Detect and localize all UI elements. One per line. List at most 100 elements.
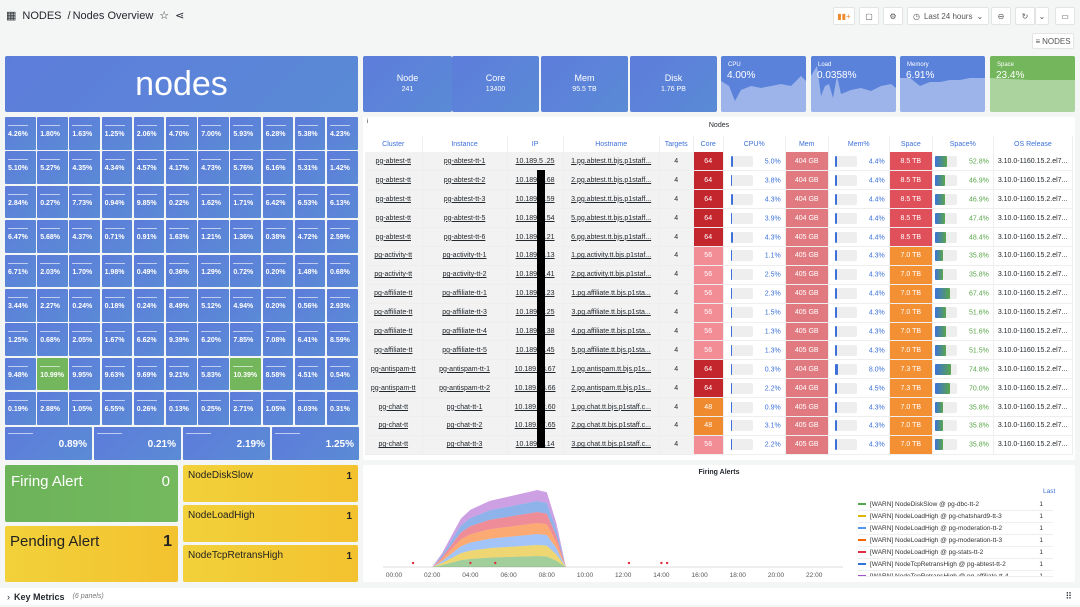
cell-link[interactable]: pg-activity-tt <box>374 271 413 279</box>
heatmap-cell[interactable]: 4.37% <box>69 220 100 253</box>
column-header-mem[interactable]: Mem <box>785 136 829 152</box>
heatmap-cell[interactable]: 6.62% <box>133 323 165 356</box>
heatmap-cell[interactable]: 0.68% <box>327 254 358 288</box>
heatmap-cell[interactable]: 1.48% <box>294 254 326 288</box>
time-picker[interactable]: ◷ Last 24 hours ⌄ <box>907 7 989 25</box>
star-icon[interactable]: ☆ <box>159 10 170 22</box>
cell-link[interactable]: 10.189.58.67 <box>514 365 556 373</box>
info-icon[interactable]: i <box>367 119 369 125</box>
table-row[interactable]: pg-activity-tt pg-activity-tt-1 10.189.7 .… <box>365 246 1074 266</box>
cell-cluster[interactable]: pg-affiliate-tt <box>365 284 423 304</box>
table-row[interactable]: pg-antispam-tt pg-antispam-tt-1 10.189.58.… <box>365 359 1074 380</box>
cell-link[interactable]: pg-affiliate-tt-1 <box>442 290 487 298</box>
cell-link[interactable]: pg-abtest-tt-1 <box>443 157 486 165</box>
cell-ip[interactable]: 10.189.57.65 <box>507 416 564 436</box>
drag-handle-icon[interactable]: ⠿ <box>1065 591 1072 601</box>
cell-instance[interactable]: pg-abtest-tt-6 <box>422 227 508 247</box>
heatmap-cell[interactable]: 1.63% <box>166 220 197 253</box>
heatmap-cell[interactable]: 0.26% <box>133 392 165 425</box>
heatmap-cell[interactable]: 1.70% <box>69 254 100 288</box>
cell-instance[interactable]: pg-affiliate-tt-1 <box>422 284 508 304</box>
cell-ip[interactable]: 10.189.6 .14 <box>507 435 564 455</box>
cell-link[interactable]: 10.189.5 .25 <box>515 157 555 165</box>
cell-hostname[interactable]: 2.pg.abtest.tt.bjs.p1staff... <box>563 170 660 191</box>
cell-cluster[interactable]: pg-chat-tt <box>365 435 423 455</box>
cell-link[interactable]: 1.pg.activity.tt.bjs.p1staf... <box>571 252 652 260</box>
heatmap-cell[interactable]: 4.70% <box>166 117 197 150</box>
heatmap-cell[interactable]: 4.17% <box>166 151 197 184</box>
cell-link[interactable]: pg-abtest-tt <box>375 214 411 222</box>
heatmap-cell[interactable]: 6.71% <box>5 254 36 288</box>
cell-link[interactable]: 1.pg.chat.tt.bjs.p1staff.c... <box>571 403 651 411</box>
cell-link[interactable]: 1.pg.antispam.tt.bjs.p1s... <box>571 365 652 373</box>
legend-item[interactable]: [WARN] NodeLoadHigh @ pg-stats-tt-2 1 <box>858 547 1053 559</box>
cell-link[interactable]: pg-chat-tt-2 <box>446 422 483 430</box>
heatmap-cell[interactable]: 7.08% <box>262 323 294 356</box>
heatmap-cell[interactable]: 0.38% <box>262 220 294 253</box>
heatmap-cell[interactable]: 4.57% <box>133 151 165 184</box>
cell-instance[interactable]: pg-affiliate-tt-3 <box>422 303 508 323</box>
column-header-targets[interactable]: Targets <box>659 136 694 152</box>
heatmap-cell[interactable]: 6.47% <box>5 220 36 253</box>
cell-link[interactable]: pg-chat-tt <box>378 422 409 430</box>
cell-link[interactable]: pg-activity-tt-2 <box>442 271 487 279</box>
cell-link[interactable]: 10.189.7 .13 <box>515 252 555 260</box>
cell-link[interactable]: pg-antispam-tt-2 <box>439 384 491 392</box>
cell-hostname[interactable]: 1.pg.chat.tt.bjs.p1staff.c... <box>563 397 660 417</box>
heatmap-cell[interactable]: 0.24% <box>133 289 165 322</box>
cell-link[interactable]: pg-affiliate-tt <box>374 309 413 317</box>
cell-link[interactable]: 3.pg.abtest.tt.bjs.p1staff... <box>571 195 652 203</box>
heatmap-cell[interactable]: 4.26% <box>5 117 36 150</box>
column-header-space[interactable]: Space <box>889 136 933 152</box>
heatmap-cell[interactable]: 0.49% <box>133 254 165 288</box>
cell-link[interactable]: 2.pg.antispam.tt.bjs.p1s... <box>571 384 652 392</box>
heatmap-wide-cell[interactable]: 0.89% <box>5 427 92 460</box>
cell-link[interactable]: pg-affiliate-tt <box>374 290 413 298</box>
heatmap-cell[interactable]: 1.67% <box>101 323 133 356</box>
heatmap-cell[interactable]: 3.44% <box>5 289 36 322</box>
heatmap-cell[interactable]: 10.99% <box>37 357 68 391</box>
cell-hostname[interactable]: 4.pg.affiliate.tt.bjs.p1sta... <box>563 322 660 342</box>
heatmap-cell[interactable]: 9.48% <box>5 357 36 391</box>
cell-link[interactable]: pg-affiliate-tt <box>374 346 413 354</box>
heatmap-cell[interactable]: 2.06% <box>133 117 165 150</box>
heatmap-cell[interactable]: 0.13% <box>166 392 197 425</box>
cell-link[interactable]: pg-chat-tt-1 <box>446 403 483 411</box>
cell-link[interactable]: pg-abtest-tt <box>375 157 411 165</box>
cell-link[interactable]: 10.189.6 .45 <box>515 346 555 354</box>
heatmap-cell[interactable]: 6.13% <box>327 185 358 219</box>
column-header-hostname[interactable]: Hostname <box>563 136 660 152</box>
cell-link[interactable]: pg-abtest-tt-2 <box>443 176 486 184</box>
cell-ip[interactable]: 10.189.6 .23 <box>507 284 564 304</box>
cell-cluster[interactable]: pg-antispam-tt <box>365 378 423 399</box>
heatmap-cell[interactable]: 8.03% <box>294 392 326 425</box>
heatmap-cell[interactable]: 6.55% <box>101 392 133 425</box>
heatmap-cell[interactable]: 9.85% <box>133 185 165 219</box>
save-button[interactable]: ▢ <box>859 7 879 25</box>
heatmap-cell[interactable]: 1.62% <box>198 185 229 219</box>
heatmap-cell[interactable]: 7.73% <box>69 185 100 219</box>
heatmap-cell[interactable]: 5.93% <box>230 117 261 150</box>
cell-link[interactable]: pg-antispam-tt-1 <box>439 365 491 373</box>
legend-item[interactable]: [WARN] NodeDiskSlow @ pg-dbc-tt-2 1 <box>858 499 1053 511</box>
heatmap-cell[interactable]: 1.80% <box>37 117 68 150</box>
heatmap-cell[interactable]: 0.18% <box>101 289 133 322</box>
heatmap-cell[interactable]: 8.58% <box>262 357 294 391</box>
heatmap-cell[interactable]: 0.56% <box>294 289 326 322</box>
cell-link[interactable]: pg-antispam-tt <box>370 365 416 373</box>
cell-link[interactable]: 10.189.7 .21 <box>515 233 555 241</box>
column-header-core[interactable]: Core <box>693 136 724 152</box>
heatmap-cell[interactable]: 5.12% <box>198 289 229 322</box>
cell-cluster[interactable]: pg-abtest-tt <box>365 170 423 191</box>
cell-link[interactable]: pg-antispam-tt <box>370 384 416 392</box>
heatmap-cell[interactable]: 4.34% <box>101 151 133 184</box>
cell-link[interactable]: pg-abtest-tt <box>375 195 411 203</box>
cell-ip[interactable]: 10.189.7 .21 <box>507 227 564 247</box>
heatmap-cell[interactable]: 0.19% <box>5 392 36 425</box>
cell-instance[interactable]: pg-abtest-tt-3 <box>422 189 508 210</box>
cell-link[interactable]: 10.189.62.60 <box>514 403 556 411</box>
cell-link[interactable]: pg-affiliate-tt-3 <box>442 309 487 317</box>
table-row[interactable]: pg-affiliate-tt pg-affiliate-tt-4 10.189.5… <box>365 322 1074 342</box>
cell-cluster[interactable]: pg-affiliate-tt <box>365 340 423 361</box>
cell-instance[interactable]: pg-abtest-tt-2 <box>422 170 508 191</box>
